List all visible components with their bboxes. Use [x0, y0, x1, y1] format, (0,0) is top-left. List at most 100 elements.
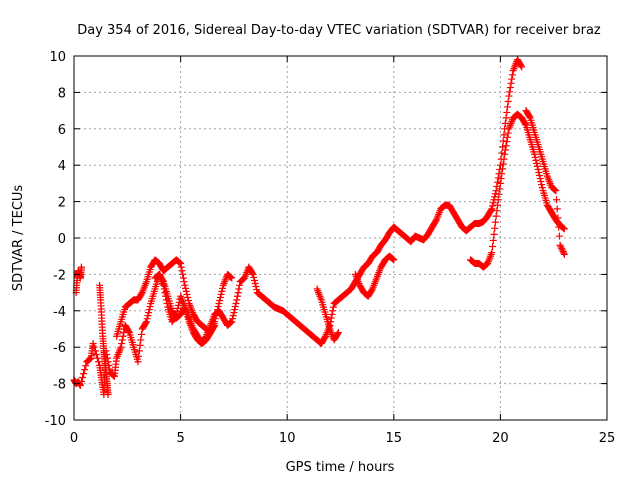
data-point	[79, 374, 87, 382]
data-point	[218, 287, 226, 295]
data-point	[144, 312, 152, 320]
data-point	[228, 318, 236, 326]
data-point	[535, 172, 543, 180]
data-point	[501, 146, 509, 154]
data-point	[526, 113, 534, 121]
data-point	[560, 250, 568, 258]
data-point	[487, 206, 495, 214]
data-point	[560, 224, 568, 232]
data-point	[532, 156, 540, 164]
data-point	[177, 259, 185, 267]
data-point	[489, 202, 497, 210]
data-point	[211, 321, 219, 329]
data-point	[553, 196, 561, 204]
data-point	[212, 312, 220, 320]
data-point	[552, 187, 560, 195]
data-point	[538, 181, 546, 189]
data-point	[503, 108, 511, 116]
data-point	[537, 178, 545, 186]
data-point	[135, 352, 143, 360]
data-point	[535, 168, 543, 176]
x-tick-label: 15	[386, 431, 403, 446]
data-point	[180, 278, 188, 286]
data-point	[388, 255, 396, 263]
data-point	[125, 327, 133, 335]
data-point	[227, 273, 235, 281]
data-point	[505, 92, 513, 100]
data-point	[86, 355, 94, 363]
data-point	[554, 214, 562, 222]
data-point	[538, 184, 546, 192]
data-point	[233, 296, 241, 304]
data-point	[248, 269, 256, 277]
data-point	[252, 283, 260, 291]
data-point	[517, 62, 525, 70]
data-point	[550, 185, 558, 193]
y-tick-label: 0	[58, 232, 66, 247]
data-point	[80, 370, 88, 378]
data-point	[179, 270, 187, 278]
data-point	[77, 263, 85, 271]
data-point	[504, 103, 512, 111]
data-point	[559, 224, 567, 232]
data-point	[230, 309, 238, 317]
data-point	[489, 236, 497, 244]
data-point	[217, 290, 225, 298]
data-point	[390, 256, 398, 264]
data-point	[533, 159, 541, 167]
data-point	[227, 318, 235, 326]
data-point	[558, 244, 566, 252]
data-point	[368, 286, 376, 294]
y-tick-label: 10	[49, 50, 66, 65]
data-point	[145, 306, 153, 314]
data-point	[491, 190, 499, 198]
data-point	[504, 129, 512, 137]
data-point	[249, 270, 257, 278]
data-point	[138, 290, 146, 298]
data-point	[558, 246, 566, 254]
data-point	[211, 315, 219, 323]
data-point	[327, 314, 335, 322]
data-point	[82, 362, 90, 370]
data-point	[228, 315, 236, 323]
data-point	[334, 329, 342, 337]
data-point	[119, 332, 127, 340]
data-point	[216, 296, 224, 304]
data-point	[497, 175, 505, 183]
x-tick-label: 0	[70, 431, 78, 446]
data-point	[229, 312, 237, 320]
data-point	[145, 309, 153, 317]
data-point	[146, 303, 154, 311]
data-point	[555, 232, 563, 240]
data-point	[496, 179, 504, 187]
series-trace-a	[70, 56, 526, 399]
data-point	[77, 377, 85, 385]
data-point	[506, 88, 514, 96]
data-point	[184, 296, 192, 304]
data-point	[533, 162, 541, 170]
data-point	[214, 303, 222, 311]
data-points	[70, 56, 568, 399]
data-point	[491, 218, 499, 226]
data-point	[135, 347, 143, 355]
x-axis-ticks: 0 5 10 15 20 25	[70, 56, 615, 446]
data-point	[174, 304, 182, 312]
data-point	[226, 319, 234, 327]
data-point	[250, 273, 258, 281]
data-point	[117, 343, 125, 351]
y-tick-label: -10	[45, 414, 66, 429]
data-point	[216, 293, 224, 301]
data-point	[175, 258, 183, 266]
x-tick-label: 5	[176, 431, 184, 446]
data-point	[493, 207, 501, 215]
data-point	[76, 381, 84, 389]
y-tick-label: -4	[53, 305, 66, 320]
data-point	[142, 318, 150, 326]
data-point	[138, 330, 146, 338]
data-point	[500, 155, 508, 163]
data-point	[555, 223, 563, 231]
data-point	[498, 170, 506, 178]
data-point	[502, 114, 510, 122]
y-axis-ticks: -10 -8 -6 -4 -2 0 2 4 6 8 10	[45, 50, 607, 429]
y-axis-label: SDTVAR / TECUs	[11, 185, 26, 292]
